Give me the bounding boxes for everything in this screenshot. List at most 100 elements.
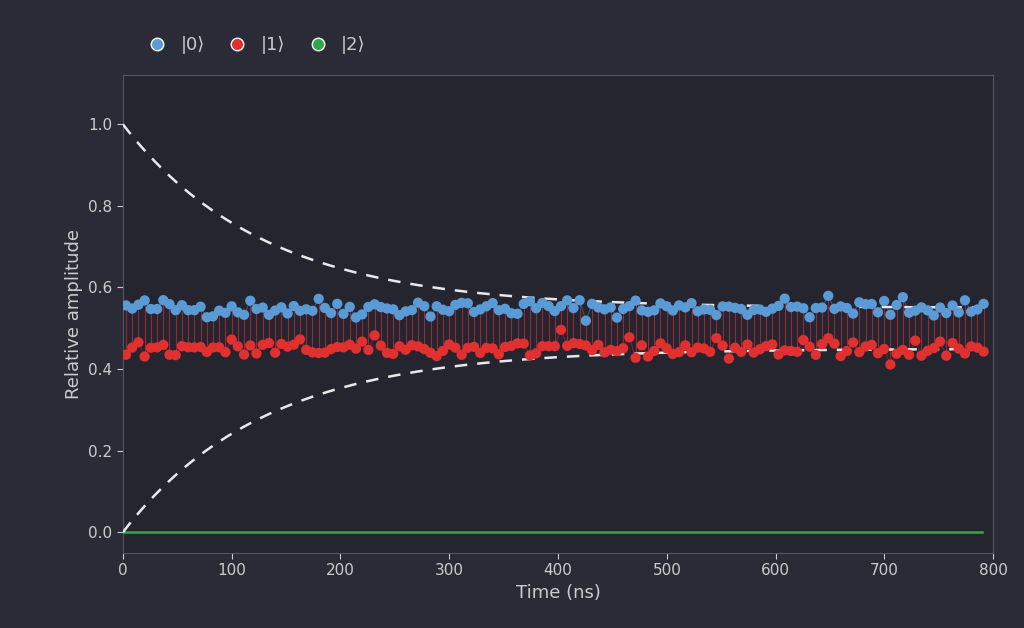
Point	[907, 335, 924, 345]
Point	[403, 340, 420, 350]
Point	[454, 350, 470, 360]
Point	[286, 340, 302, 350]
Point	[652, 338, 669, 349]
Point	[851, 297, 867, 307]
Point	[578, 316, 594, 326]
Point	[335, 342, 351, 352]
Point	[608, 346, 625, 356]
Point	[802, 342, 818, 352]
Point	[186, 305, 203, 315]
Point	[782, 302, 799, 312]
Point	[373, 302, 389, 312]
Point	[292, 306, 308, 316]
Point	[316, 303, 333, 313]
Point	[658, 344, 675, 354]
Point	[373, 340, 389, 350]
Point	[702, 347, 719, 357]
Point	[969, 343, 985, 353]
Point	[211, 306, 227, 316]
Point	[447, 343, 464, 353]
Point	[136, 295, 153, 305]
Point	[715, 340, 731, 350]
Point	[602, 303, 618, 313]
Point	[869, 307, 886, 317]
Point	[248, 349, 264, 359]
Point	[950, 307, 967, 317]
Point	[745, 347, 762, 357]
Point	[484, 298, 501, 308]
Point	[148, 304, 165, 314]
Point	[316, 348, 333, 358]
Point	[155, 340, 171, 350]
Point	[628, 353, 644, 363]
Point	[715, 301, 731, 311]
Point	[292, 334, 308, 344]
Point	[920, 346, 936, 356]
Point	[441, 306, 458, 317]
Point	[416, 344, 432, 354]
Point	[658, 301, 675, 311]
Point	[466, 342, 482, 352]
Point	[652, 298, 669, 308]
Point	[608, 313, 625, 323]
Point	[391, 341, 408, 351]
Point	[422, 348, 438, 358]
Point	[286, 301, 302, 311]
Point	[199, 312, 215, 322]
Point	[590, 303, 606, 313]
Point	[883, 310, 899, 320]
Point	[820, 333, 837, 344]
Point	[926, 310, 942, 320]
Point	[895, 345, 911, 355]
Point	[590, 340, 606, 350]
Point	[920, 305, 936, 315]
Point	[205, 342, 221, 352]
Point	[889, 300, 905, 310]
Point	[335, 309, 351, 319]
Point	[509, 338, 525, 349]
Point	[963, 342, 979, 352]
Point	[360, 345, 377, 355]
Point	[857, 299, 873, 309]
Point	[622, 301, 638, 311]
Point	[839, 346, 855, 356]
Point	[565, 338, 582, 348]
Point	[671, 347, 687, 357]
Point	[863, 299, 880, 309]
Point	[397, 306, 414, 317]
Point	[155, 295, 171, 305]
Point	[776, 345, 793, 355]
Point	[528, 349, 545, 359]
Point	[907, 306, 924, 316]
Point	[895, 292, 911, 302]
Point	[788, 347, 805, 357]
Point	[323, 308, 339, 318]
Point	[901, 350, 918, 360]
Point	[776, 294, 793, 304]
Point	[211, 342, 227, 352]
Point	[428, 301, 444, 311]
Point	[956, 349, 973, 359]
Point	[808, 350, 824, 360]
Point	[205, 311, 221, 322]
Point	[515, 338, 531, 349]
Point	[839, 303, 855, 313]
Point	[199, 347, 215, 357]
Point	[976, 299, 992, 309]
Point	[490, 305, 507, 315]
Point	[677, 340, 693, 350]
Point	[242, 340, 258, 350]
Point	[428, 351, 444, 361]
Point	[709, 333, 725, 344]
Point	[118, 300, 134, 310]
Point	[758, 307, 774, 317]
Point	[559, 341, 575, 351]
Point	[671, 300, 687, 310]
Point	[342, 302, 358, 312]
Point	[702, 305, 719, 315]
Point	[944, 338, 961, 348]
Point	[435, 346, 452, 356]
Point	[522, 350, 539, 360]
Point	[354, 310, 371, 320]
Point	[385, 349, 401, 359]
